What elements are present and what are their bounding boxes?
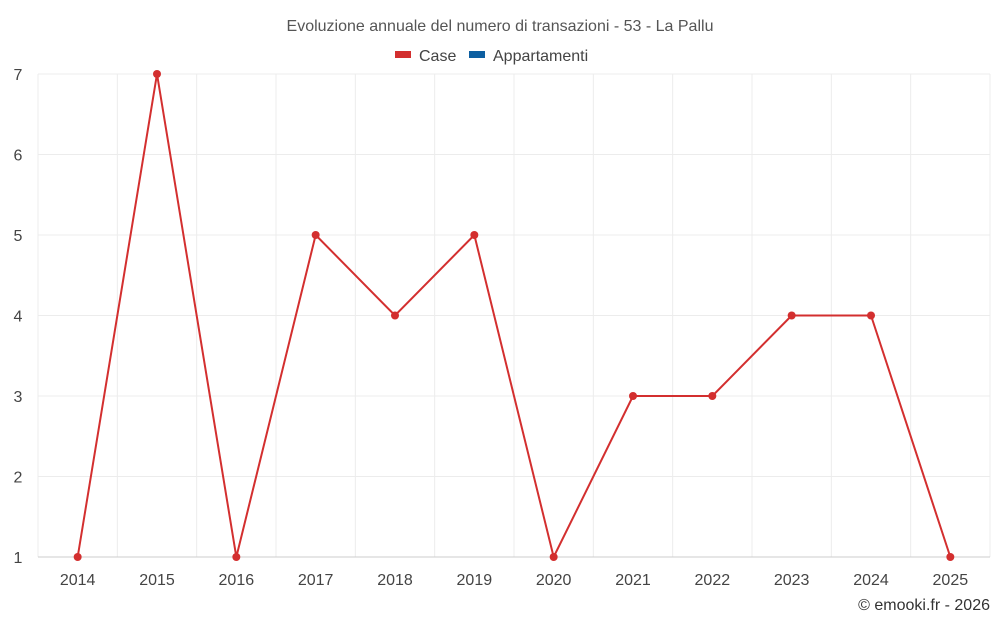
y-tick-label: 1 bbox=[14, 550, 23, 567]
y-axis-ticks: 1 2 3 4 5 6 7 bbox=[14, 67, 23, 567]
x-tick-label: 2017 bbox=[298, 572, 334, 589]
data-point-2019[interactable] bbox=[470, 231, 479, 239]
data-point-2016[interactable] bbox=[232, 553, 241, 561]
legend-label-case[interactable]: Case bbox=[419, 48, 456, 65]
chart-title: Evoluzione annuale del numero di transaz… bbox=[287, 18, 714, 35]
data-point-2021[interactable] bbox=[629, 392, 637, 400]
y-tick-label: 7 bbox=[14, 67, 23, 84]
series-line-case bbox=[76, 73, 952, 560]
y-tick-label: 3 bbox=[14, 389, 23, 406]
y-tick-label: 4 bbox=[14, 309, 23, 326]
legend-label-appartamenti[interactable]: Appartamenti bbox=[493, 48, 588, 65]
series-case bbox=[73, 70, 955, 561]
x-tick-label: 2014 bbox=[60, 572, 96, 589]
x-tick-label: 2019 bbox=[457, 572, 493, 589]
legend-swatch-appartamenti bbox=[469, 51, 485, 58]
data-point-2024[interactable] bbox=[867, 311, 875, 320]
legend-swatch-case bbox=[395, 51, 411, 58]
x-tick-label: 2016 bbox=[219, 572, 255, 589]
legend: Case Appartamenti bbox=[395, 48, 588, 65]
y-tick-label: 5 bbox=[14, 228, 23, 245]
data-point-2015[interactable] bbox=[153, 70, 161, 78]
x-tick-label: 2025 bbox=[933, 572, 969, 589]
data-point-2018[interactable] bbox=[391, 311, 399, 320]
y-tick-label: 2 bbox=[14, 470, 23, 487]
x-tick-label: 2018 bbox=[377, 572, 413, 589]
data-point-2017[interactable] bbox=[311, 231, 320, 239]
x-tick-label: 2021 bbox=[615, 572, 651, 589]
x-tick-label: 2015 bbox=[139, 572, 175, 589]
data-point-2022[interactable] bbox=[708, 392, 717, 400]
credit-text: © emooki.fr - 2026 bbox=[858, 597, 990, 614]
x-axis-ticks: 2014 2015 2016 2017 2018 2019 2020 2021 2022 2023… bbox=[60, 572, 968, 589]
x-tick-label: 2020 bbox=[536, 572, 572, 589]
data-point-2020[interactable] bbox=[549, 553, 558, 561]
data-point-2025[interactable] bbox=[946, 553, 955, 561]
x-tick-label: 2024 bbox=[853, 572, 889, 589]
x-tick-label: 2022 bbox=[695, 572, 731, 589]
y-tick-label: 6 bbox=[14, 148, 23, 165]
x-tick-label: 2023 bbox=[774, 572, 810, 589]
data-point-2023[interactable] bbox=[787, 311, 796, 320]
data-point-2014[interactable] bbox=[73, 553, 82, 561]
